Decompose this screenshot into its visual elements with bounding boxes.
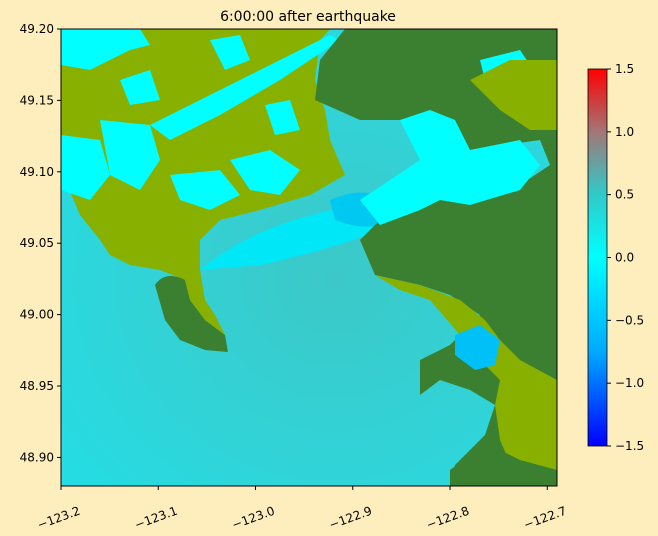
y-tick-label: 49.10: [20, 165, 54, 179]
colorbar: [587, 68, 608, 447]
bay-water: [200, 205, 380, 270]
colorbar-tick-label: 0.5: [615, 188, 634, 202]
flooded-east: [360, 110, 540, 225]
x-tick-label: −123.1: [133, 504, 180, 532]
x-tick-label: −123.2: [35, 504, 82, 532]
flooded-patches: [61, 29, 340, 210]
colorbar-tick-label: 0.0: [615, 251, 634, 265]
colorbar-axis: −1.5 −1.0 −0.5 0.0 0.5 1.0 1.5: [607, 62, 644, 453]
colorbar-tick-label: −0.5: [615, 313, 644, 327]
map-area: [61, 29, 557, 486]
x-tick-label: −123.0: [230, 504, 277, 532]
x-tick-label: −122.9: [327, 504, 374, 532]
colorbar-tick-label: −1.0: [615, 376, 644, 390]
peninsula-high-land: [155, 276, 228, 352]
x-tick-label: −122.7: [522, 504, 569, 532]
low-land-east-edge: [375, 275, 557, 486]
chart-title: 6:00:00 after earthquake: [220, 9, 396, 25]
low-land-ne: [470, 60, 557, 130]
y-tick-label: 49.05: [20, 236, 54, 250]
colorbar-tick-label: −1.5: [615, 439, 644, 453]
blue-inlet: [455, 325, 500, 370]
y-tick-label: 48.90: [20, 450, 54, 464]
y-tick-label: 49.20: [20, 22, 54, 36]
x-axis: −123.2 −123.1 −123.0 −122.9 −122.8 −122.7: [35, 486, 568, 532]
axes-frame: [60, 28, 558, 487]
y-tick-label: 49.00: [20, 308, 54, 322]
peninsula-low-land: [185, 270, 225, 335]
southern-shore: [450, 445, 557, 486]
colorbar-tick-label: 1.0: [615, 125, 634, 139]
x-tick-label: −122.8: [425, 504, 472, 532]
y-tick-label: 48.95: [20, 379, 54, 393]
colorbar-tick-label: 1.5: [615, 62, 634, 76]
y-axis: 48.90 48.95 49.00 49.05 49.10 49.15 49.20: [20, 22, 61, 464]
y-tick-label: 49.15: [20, 93, 54, 107]
